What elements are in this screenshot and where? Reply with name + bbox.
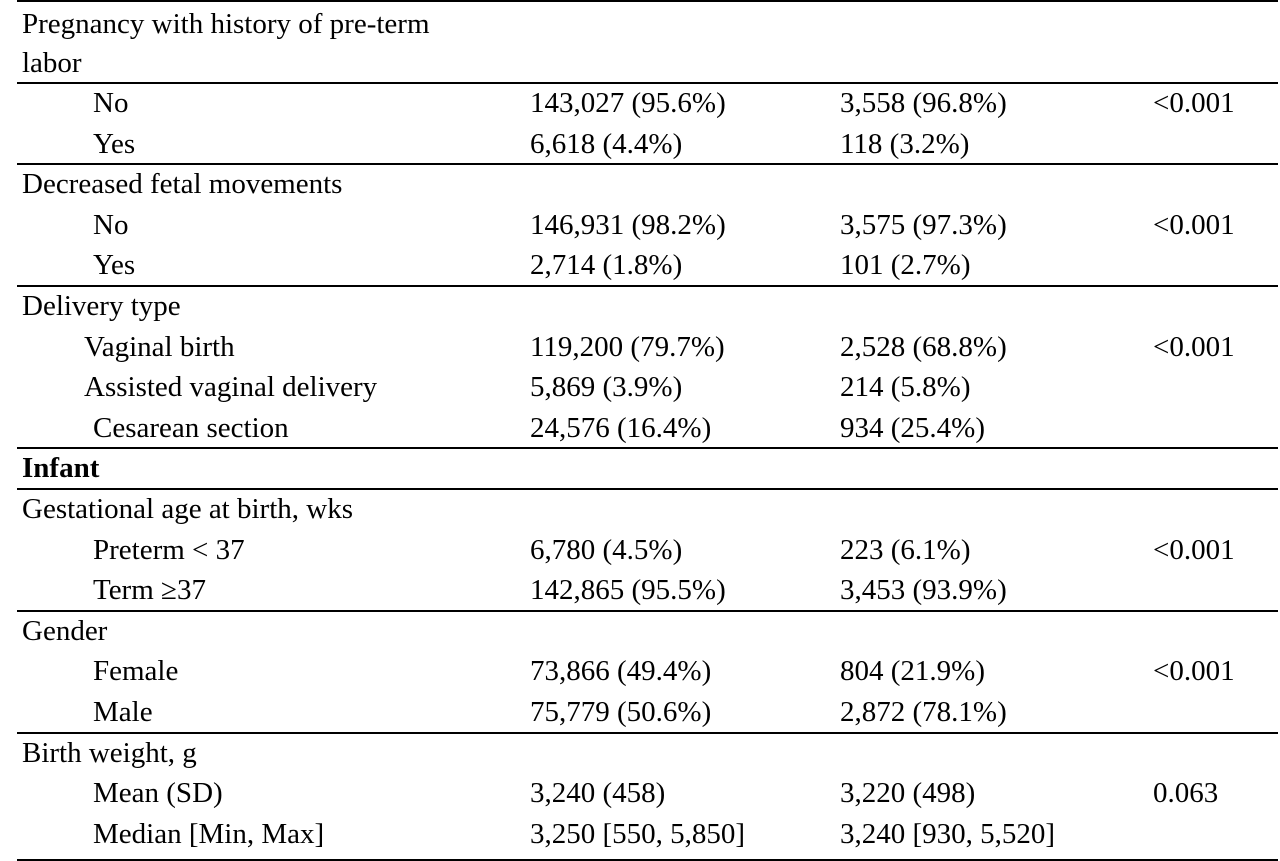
cell-group-1: 24,576 (16.4%): [530, 411, 712, 444]
row-label: Female: [93, 655, 179, 688]
cell-group-2: 3,575 (97.3%): [840, 208, 1007, 241]
cell-p-value: <0.001: [1153, 87, 1235, 119]
cell-group-2: 118 (3.2%): [840, 127, 970, 160]
table-bottom-rule: [17, 859, 1278, 861]
row-label: Mean (SD): [93, 777, 223, 810]
row-divider: [17, 82, 1278, 84]
cell-group-2: 2,872 (78.1%): [840, 696, 1007, 728]
row-label: Assisted vaginal delivery: [84, 371, 378, 404]
cell-group-1: 3,240 (458): [530, 777, 666, 810]
cell-group-1: 142,865 (95.5%): [530, 574, 726, 607]
cell-group-2: 934 (25.4%): [840, 411, 985, 444]
row-label: Yes: [93, 127, 136, 160]
cell-group-2: 3,240 [930, 5,520]: [840, 817, 1056, 850]
row-divider: [17, 285, 1278, 287]
row-header-label: Birth weight, g: [22, 736, 197, 769]
cell-group-2: 804 (21.9%): [840, 655, 985, 688]
row-header-label: Pregnancy with history of pre-term: [22, 8, 430, 40]
row-divider: [17, 488, 1278, 490]
row-divider: [17, 731, 1278, 734]
cell-group-2: 223 (6.1%): [840, 533, 971, 566]
row-label: Male: [93, 696, 153, 728]
row-divider: [17, 609, 1278, 612]
cell-group-2: 3,220 (498): [840, 777, 976, 810]
row-label: Vaginal birth: [84, 330, 235, 363]
cell-group-1: 3,250 [550, 5,850]: [530, 817, 746, 850]
cell-group-1: 6,618 (4.4%): [530, 127, 683, 160]
row-divider: [17, 447, 1278, 450]
cell-group-2: 101 (2.7%): [840, 249, 971, 282]
row-divider: [17, 163, 1278, 166]
cell-group-1: 119,200 (79.7%): [530, 330, 725, 363]
row-label: Term ≥37: [93, 574, 206, 607]
cell-group-1: 73,866 (49.4%): [530, 655, 712, 688]
row-header-label: Gender: [22, 614, 108, 647]
cell-p-value: <0.001: [1153, 533, 1235, 566]
row-label: No: [93, 87, 129, 119]
section-label: Infant: [22, 452, 100, 485]
row-label: No: [93, 208, 129, 241]
row-header-label: Decreased fetal movements: [22, 168, 343, 201]
cell-group-1: 2,714 (1.8%): [530, 249, 683, 282]
cell-group-2: 214 (5.8%): [840, 371, 971, 404]
cell-p-value: <0.001: [1153, 330, 1235, 363]
row-header-label: Gestational age at birth, wks: [22, 493, 353, 525]
row-header-label: labor: [22, 46, 82, 79]
cell-p-value: <0.001: [1153, 655, 1235, 688]
cell-group-1: 146,931 (98.2%): [530, 208, 726, 241]
cell-p-value: <0.001: [1153, 208, 1235, 241]
cell-group-1: 75,779 (50.6%): [530, 696, 712, 728]
cell-group-2: 3,453 (93.9%): [840, 574, 1007, 607]
cell-group-2: 2,528 (68.8%): [840, 330, 1007, 363]
cell-group-2: 3,558 (96.8%): [840, 87, 1007, 119]
row-label: Cesarean section: [93, 411, 289, 444]
cell-p-value: 0.063: [1153, 777, 1219, 810]
row-label: Median [Min, Max]: [93, 817, 325, 850]
row-header-label: Delivery type: [22, 290, 181, 322]
cell-group-1: 143,027 (95.6%): [530, 87, 726, 119]
table-top-rule: [17, 0, 1278, 2]
row-label: Preterm < 37: [93, 533, 245, 566]
cell-group-1: 6,780 (4.5%): [530, 533, 683, 566]
cell-group-1: 5,869 (3.9%): [530, 371, 683, 404]
row-label: Yes: [93, 249, 136, 282]
